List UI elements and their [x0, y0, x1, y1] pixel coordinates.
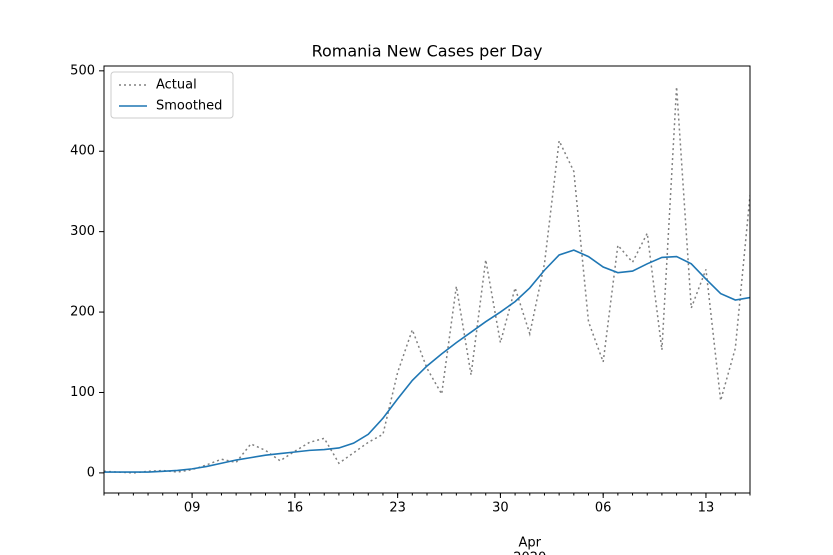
- x-month-label: Apr: [519, 536, 542, 551]
- x-tick-label: 16: [287, 501, 304, 516]
- series-line: [104, 86, 750, 474]
- x-year-label: 2020: [513, 551, 546, 555]
- y-tick-label: 500: [70, 63, 95, 78]
- y-tick-label: 200: [70, 305, 95, 320]
- y-tick-label: 300: [70, 224, 95, 239]
- y-tick-label: 100: [70, 385, 95, 400]
- x-tick-label: 30: [492, 501, 509, 516]
- y-tick-label: 400: [70, 144, 95, 159]
- x-tick-label: 23: [389, 501, 406, 516]
- legend-label: Smoothed: [156, 99, 222, 114]
- legend-label: Actual: [156, 78, 197, 93]
- series-line: [104, 249, 750, 473]
- x-tick-label: 13: [698, 501, 715, 516]
- x-tick-label: 06: [595, 501, 612, 516]
- x-tick-label: 09: [184, 501, 201, 516]
- y-tick-label: 0: [87, 465, 95, 480]
- plot-frame: [103, 65, 751, 494]
- chart-title: Romania New Cases per Day: [312, 42, 543, 61]
